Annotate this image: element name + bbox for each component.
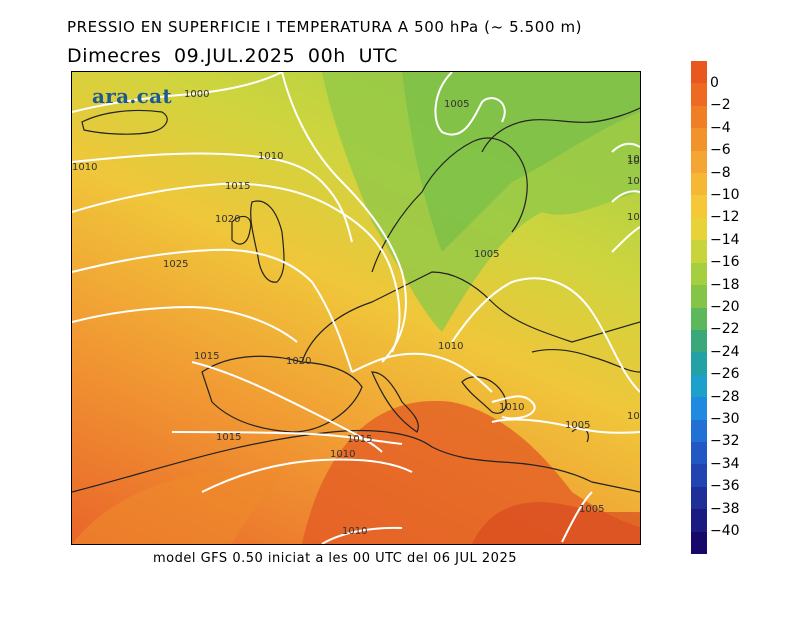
colorbar-segment	[691, 173, 707, 196]
colorbar-segment	[691, 217, 707, 241]
isobar-label: 1015	[347, 434, 372, 445]
colorbar-segment	[691, 329, 707, 353]
isobar-label: 1010	[72, 162, 97, 173]
isobar-label: 1010	[258, 151, 283, 162]
colorbar-tick-label: −20	[710, 299, 740, 315]
isobar-label: 1010	[499, 402, 524, 413]
colorbar-segment	[691, 441, 707, 465]
isobar-label: 1010	[330, 449, 355, 460]
colorbar-segment	[691, 285, 707, 308]
isobar-label: 1005	[474, 249, 499, 260]
colorbar-tick-label: −36	[710, 478, 740, 495]
colorbar-tick-label: −10	[710, 187, 740, 203]
colorbar-tick-label: −38	[710, 500, 740, 517]
isobar-label: 100	[627, 154, 640, 165]
colorbar-tick-label: −2	[710, 97, 731, 114]
isobar-label: 100	[627, 156, 640, 167]
colorbar-segment	[691, 240, 707, 264]
colorbar-segment	[691, 105, 707, 129]
isobar-labels: 1000 1005 1010 1010 1015 1020 1025 1010 …	[72, 89, 640, 537]
colorbar-segment	[691, 262, 707, 286]
coastlines	[72, 107, 640, 493]
colorbar-tick-label: −22	[710, 321, 740, 338]
isobar-label: 1020	[286, 356, 311, 367]
colorbar-tick-label: −28	[710, 388, 740, 405]
colorbar-segment	[691, 128, 707, 152]
colorbar-tick-label: −14	[710, 231, 740, 248]
isobar-label: 1000	[184, 89, 209, 100]
colorbar-segment	[691, 509, 707, 533]
colorbar-tick-label: −6	[710, 142, 731, 159]
isobar-label: 1005	[565, 420, 590, 431]
ara-cat-logo: ara.cat	[92, 84, 172, 108]
colorbar-segment	[691, 486, 707, 510]
warm-region	[72, 470, 282, 544]
isobar-label: 1015	[225, 181, 250, 192]
isobar-label: 1020	[215, 214, 240, 225]
colorbar-tick-label: −24	[710, 343, 740, 360]
colorbar-tick-label: −18	[710, 276, 740, 293]
colorbar-tick-label: −8	[710, 164, 731, 181]
colorbar-segment	[691, 419, 707, 443]
colorbar-tick-label: −34	[710, 455, 740, 472]
colorbar-tick-label: −30	[710, 411, 740, 427]
colorbar-tick-label: −4	[710, 119, 731, 136]
colorbar-tick-label: −26	[710, 366, 740, 383]
valid-date: Dimecres 09.JUL.2025 00h UTC	[67, 45, 399, 67]
colorbar-segment	[691, 352, 707, 376]
cold-core	[402, 72, 640, 252]
isobar-label: 1005	[579, 504, 604, 515]
isobar-label: 100	[627, 176, 640, 187]
weather-map: 1000 1005 1010 1010 1015 1020 1025 1010 …	[71, 71, 641, 545]
isobar-label: 1015	[194, 351, 219, 362]
colorbar-tick-label: 0	[710, 75, 719, 91]
colorbar-segment	[691, 150, 707, 174]
map-canvas: 1000 1005 1010 1010 1015 1020 1025 1010 …	[72, 72, 640, 544]
isobar-label: 1005	[444, 99, 469, 110]
colorbar-tick-label: −32	[710, 433, 740, 450]
hot-core	[472, 502, 640, 544]
colorbar-segment	[691, 83, 707, 107]
colorbar-segment	[691, 307, 707, 331]
colorbar-tick-label: −12	[710, 209, 740, 226]
colorbar-tick-label: −40	[710, 523, 740, 539]
colorbar-segment	[691, 464, 707, 488]
isobar-label: 1025	[163, 259, 188, 270]
isobar-label: 1010	[438, 341, 463, 352]
chart-title: PRESSIO EN SUPERFICIE I TEMPERATURA A 50…	[67, 18, 583, 36]
isobars	[72, 72, 640, 544]
isobar-label: 101	[627, 212, 640, 223]
model-info: model GFS 0.50 iniciat a les 00 UTC del …	[153, 551, 517, 566]
isobar-label: 1005	[627, 411, 640, 422]
colorbar-segment	[691, 195, 707, 219]
isobar-label: 1015	[216, 432, 241, 443]
isobar-label: 1010	[342, 526, 367, 537]
colorbar-tick-label: −16	[710, 254, 740, 271]
temperature-colorbar	[691, 61, 707, 555]
colorbar-segment	[691, 397, 707, 421]
colorbar-segment	[691, 374, 707, 398]
colorbar-segment	[691, 61, 707, 84]
colorbar-segment	[691, 531, 707, 555]
